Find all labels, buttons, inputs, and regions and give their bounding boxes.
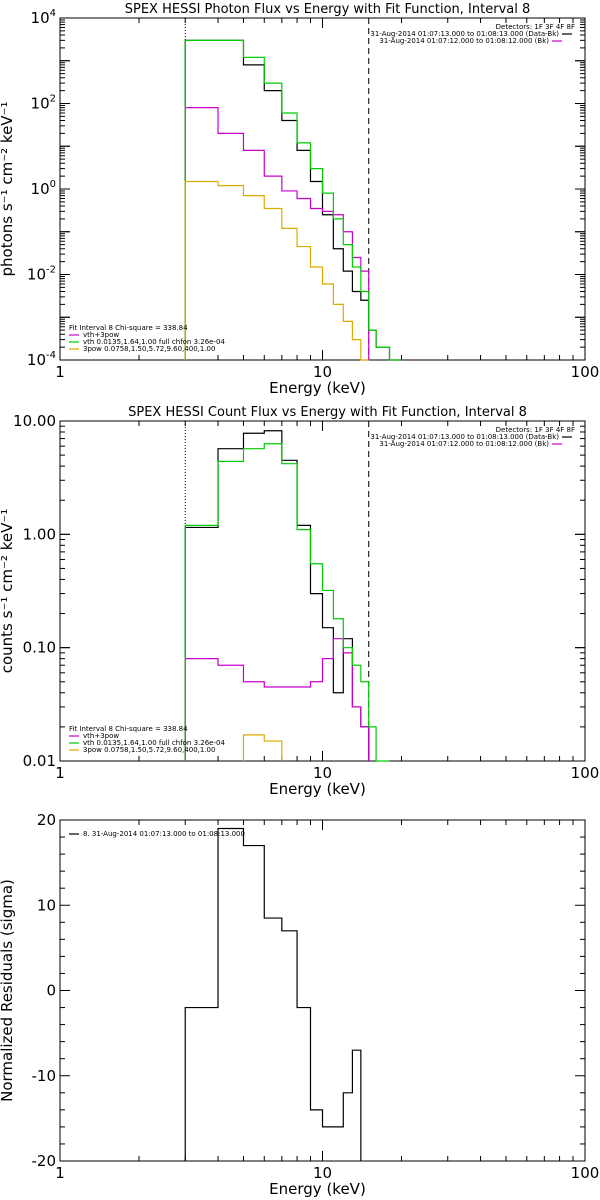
x-axis-label: Energy (keV): [269, 1180, 366, 1198]
chart-title: SPEX HESSI Count Flux vs Energy with Fit…: [128, 405, 527, 420]
y-tick-label: 1.00: [23, 525, 56, 543]
series-line: [184, 827, 362, 1161]
x-tick-label: 1: [55, 1164, 65, 1182]
y-axis-label: Normalized Residuals (sigma): [0, 879, 16, 1102]
legend-item-label: 3pow 0.0758,1.50,5.72,9.60,400,1.00: [83, 345, 215, 353]
chart-1: 1 10 100 10-4 10-2 100 102 104 SPEX HESSI Photon…: [0, 2, 599, 397]
legend-title: Detectors: 1F 3F 4F 8F: [496, 426, 575, 434]
series-line: [184, 430, 370, 761]
x-tick-label: 100: [571, 1164, 600, 1182]
legend-item-label: vth 0.0135,1.64,1.00 full chfon 3.26e-04: [83, 338, 225, 346]
series-line: [184, 638, 370, 761]
legend-item-label: vth+3pow: [83, 732, 119, 740]
chart-2: 1 10 100 0.01 0.10 1.00 10.00 SPEX HESSI Count …: [0, 405, 599, 798]
y-tick-label: -20: [32, 1152, 57, 1170]
y-tick-label: 102: [31, 94, 56, 113]
y-tick-label: 10: [37, 896, 56, 914]
y-tick-label: 0: [46, 982, 56, 1000]
y-tick-label: 0.10: [23, 639, 56, 657]
x-tick-label: 1: [55, 764, 65, 782]
x-tick-label: 1: [55, 363, 65, 381]
y-tick-label: 10.00: [13, 412, 56, 430]
x-tick-label: 100: [571, 764, 600, 782]
fit-legend-title: Fit Interval 8 Chi-square = 338.84: [69, 324, 188, 332]
y-tick-label: 0.01: [23, 752, 56, 770]
legend-item-label: 8. 31-Aug-2014 01:07:13.000 to 01:08:13.…: [83, 830, 245, 838]
series-line: [242, 734, 283, 761]
x-tick-label: 10: [313, 1164, 332, 1182]
series-line: [184, 39, 402, 361]
chart-title: SPEX HESSI Photon Flux vs Energy with Fi…: [125, 2, 531, 17]
x-tick-label: 100: [571, 363, 600, 381]
chart-3: 1 10 100 -20 -10 0 10 20 Energy (keV) Normalized …: [0, 811, 599, 1198]
y-tick-label: 104: [31, 8, 56, 27]
fit-legend-title: Fit Interval 8 Chi-square = 338.84: [69, 725, 188, 733]
legend-item-label: 3pow 0.0758,1.50,5.72,9.60,400,1.00: [83, 746, 215, 754]
x-axis-label: Energy (keV): [269, 780, 366, 798]
series-line: [184, 180, 369, 361]
legend-item-label: 31-Aug-2014 01:07:12.000 to 01:08:12.000…: [379, 440, 549, 448]
y-tick-label: 10-2: [27, 265, 56, 284]
legend-item-label: vth 0.0135,1.64,1.00 full chfon 3.26e-04: [83, 739, 225, 747]
x-axis-label: Energy (keV): [269, 379, 366, 397]
series-line: [184, 443, 390, 762]
legend-item-label: vth+3pow: [83, 331, 119, 339]
legend-item-label: 31-Aug-2014 01:07:13.000 to 01:08:13.000…: [370, 30, 559, 38]
y-axis-label: photons s⁻¹ cm⁻² keV⁻¹: [0, 102, 16, 277]
y-tick-label: 100: [31, 179, 56, 198]
y-tick-label: 10-4: [27, 350, 56, 369]
y-tick-label: -10: [32, 1067, 57, 1085]
series-line: [184, 107, 370, 360]
legend-item-label: 31-Aug-2014 01:07:13.000 to 01:08:13.000…: [370, 433, 559, 441]
x-tick-label: 10: [313, 363, 332, 381]
y-tick-label: 20: [37, 811, 56, 829]
x-tick-label: 10: [313, 764, 332, 782]
legend-item-label: 31-Aug-2014 01:07:12.000 to 01:08:12.000…: [379, 37, 549, 45]
y-axis-label: counts s⁻¹ cm⁻² keV⁻¹: [0, 509, 16, 674]
legend-title: Detectors: 1F 3F 4F 8F: [496, 23, 575, 31]
